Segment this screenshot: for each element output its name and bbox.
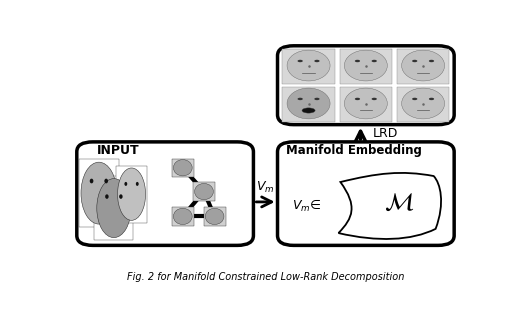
Ellipse shape <box>119 194 123 199</box>
Bar <box>397 49 449 84</box>
Ellipse shape <box>174 160 192 176</box>
Ellipse shape <box>97 179 131 238</box>
Ellipse shape <box>124 182 127 186</box>
Ellipse shape <box>104 179 108 183</box>
Text: Manifold Embedding: Manifold Embedding <box>285 144 422 157</box>
Ellipse shape <box>105 194 109 199</box>
PathPatch shape <box>338 173 441 239</box>
Bar <box>193 182 215 201</box>
FancyBboxPatch shape <box>77 142 253 245</box>
Ellipse shape <box>401 50 444 81</box>
Bar <box>94 176 133 240</box>
Bar <box>172 207 194 226</box>
Text: $V_m$: $V_m$ <box>256 180 275 195</box>
Ellipse shape <box>412 60 418 62</box>
Text: Fig. 2 for Manifold Constrained Low-Rank Decomposition: Fig. 2 for Manifold Constrained Low-Rank… <box>127 272 404 282</box>
Ellipse shape <box>429 60 434 62</box>
Ellipse shape <box>355 60 360 62</box>
Ellipse shape <box>302 108 315 113</box>
Ellipse shape <box>371 98 377 100</box>
Ellipse shape <box>401 88 444 119</box>
Text: LRD: LRD <box>372 127 398 140</box>
Ellipse shape <box>118 168 146 220</box>
Ellipse shape <box>314 60 320 62</box>
Ellipse shape <box>297 60 303 62</box>
Bar <box>116 166 148 223</box>
Ellipse shape <box>344 88 387 119</box>
Text: INPUT: INPUT <box>97 144 139 157</box>
Ellipse shape <box>174 208 192 225</box>
FancyBboxPatch shape <box>278 142 454 245</box>
Ellipse shape <box>287 50 330 81</box>
Ellipse shape <box>297 98 303 100</box>
Ellipse shape <box>195 183 213 200</box>
Bar <box>79 159 119 227</box>
Ellipse shape <box>355 98 360 100</box>
Bar <box>397 87 449 122</box>
Bar <box>282 87 335 122</box>
Ellipse shape <box>371 60 377 62</box>
Ellipse shape <box>314 98 320 100</box>
Ellipse shape <box>81 162 117 224</box>
Ellipse shape <box>344 50 387 81</box>
Ellipse shape <box>429 98 434 100</box>
Text: $\mathcal{M}$: $\mathcal{M}$ <box>384 191 414 215</box>
Bar <box>282 49 335 84</box>
FancyBboxPatch shape <box>278 46 454 124</box>
Text: $V_m\!\in$: $V_m\!\in$ <box>292 198 321 214</box>
Bar <box>340 87 392 122</box>
Bar <box>172 158 194 177</box>
Ellipse shape <box>412 98 418 100</box>
Ellipse shape <box>287 88 330 119</box>
Bar <box>340 49 392 84</box>
Ellipse shape <box>90 179 93 183</box>
Ellipse shape <box>136 182 139 186</box>
Bar <box>204 207 226 226</box>
Ellipse shape <box>205 208 224 225</box>
